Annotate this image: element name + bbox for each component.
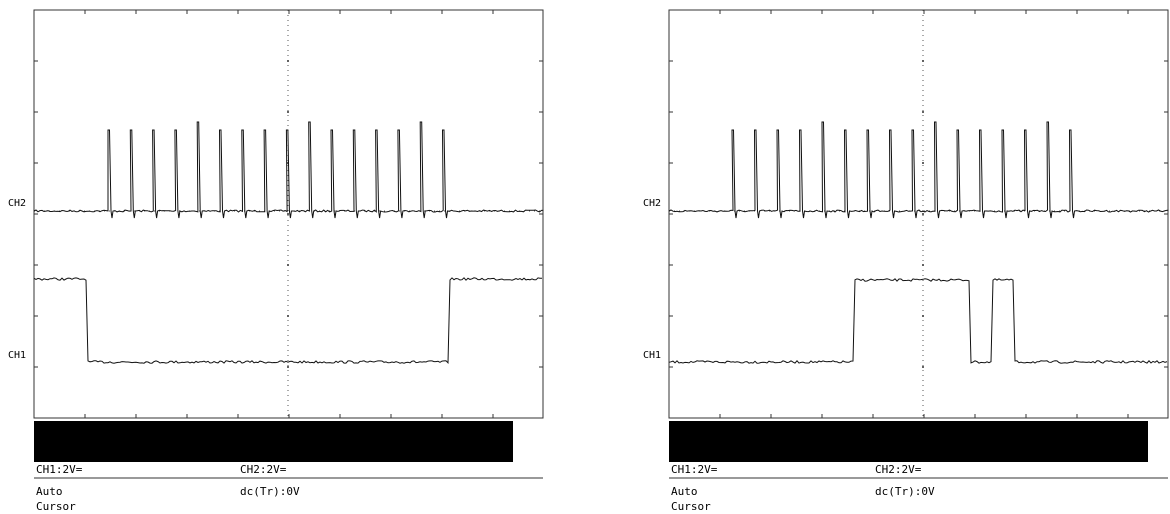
ch2-marker: CH2 xyxy=(8,198,26,209)
center-dot xyxy=(922,111,924,113)
center-dot xyxy=(922,315,924,317)
ch1-scale: CH1:2V= xyxy=(671,463,718,476)
trigger: dc(Tr):0V xyxy=(240,485,300,498)
mode: Auto xyxy=(671,485,698,498)
center-dot xyxy=(922,264,924,266)
ch2-scale: CH2:2V= xyxy=(875,463,922,476)
center-dot xyxy=(287,213,289,215)
center-dot xyxy=(287,315,289,317)
ch2-trace xyxy=(669,122,1169,218)
info-bar xyxy=(669,421,1148,462)
trigger: dc(Tr):0V xyxy=(875,485,935,498)
ch1-trace xyxy=(669,279,1167,363)
screen-frame xyxy=(669,10,1168,418)
ch1-scale: CH1:2V= xyxy=(36,463,83,476)
cursor: Cursor xyxy=(36,500,76,513)
oscilloscope-screens: CH2 CH1 CH1:2V= CH2:2V= Auto dc(Tr):0V C… xyxy=(0,0,1170,514)
cursor: Cursor xyxy=(671,500,711,513)
center-dot xyxy=(922,213,924,215)
center-dot xyxy=(287,111,289,113)
ch2-scale: CH2:2V= xyxy=(240,463,287,476)
center-dot xyxy=(287,60,289,62)
ch1-marker: CH1 xyxy=(8,350,26,361)
info-bar xyxy=(34,421,513,462)
ch1-marker: CH1 xyxy=(643,350,661,361)
center-dot xyxy=(922,366,924,368)
ch2-marker: CH2 xyxy=(643,198,661,209)
scope-panel: CH2 CH1 CH1:2V= CH2:2V= Auto dc(Tr):0V C… xyxy=(643,10,1169,513)
ch2-trace xyxy=(34,122,544,218)
scope-panel: CH2 CH1 CH1:2V= CH2:2V= Auto dc(Tr):0V C… xyxy=(8,10,544,513)
center-dot xyxy=(287,366,289,368)
center-dot xyxy=(922,162,924,164)
center-dot xyxy=(287,264,289,266)
center-dot xyxy=(922,60,924,62)
mode: Auto xyxy=(36,485,63,498)
